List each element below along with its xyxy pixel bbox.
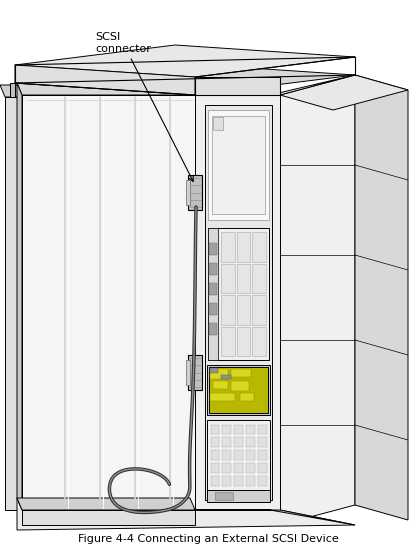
Polygon shape [240,393,254,401]
Polygon shape [207,365,270,415]
Polygon shape [234,450,243,460]
Polygon shape [222,476,231,486]
Polygon shape [205,105,272,500]
Polygon shape [207,420,270,490]
Polygon shape [234,424,243,434]
Polygon shape [210,463,219,473]
Polygon shape [17,498,355,530]
Polygon shape [221,326,235,356]
Polygon shape [234,437,243,447]
Polygon shape [258,450,267,460]
Polygon shape [208,110,269,220]
Polygon shape [17,83,22,510]
Polygon shape [210,368,218,373]
Polygon shape [234,476,243,486]
Polygon shape [258,463,267,473]
Polygon shape [209,367,268,413]
Polygon shape [0,85,22,97]
Polygon shape [188,175,202,210]
Polygon shape [195,75,355,95]
Polygon shape [15,65,195,95]
Polygon shape [188,355,202,390]
Polygon shape [22,95,195,510]
Polygon shape [253,326,266,356]
Polygon shape [237,263,250,293]
Polygon shape [210,424,219,434]
Polygon shape [221,375,231,379]
Polygon shape [246,463,255,473]
Polygon shape [246,424,255,434]
Polygon shape [210,476,219,486]
Polygon shape [237,326,250,356]
Polygon shape [222,437,231,447]
Polygon shape [22,510,195,525]
Polygon shape [231,369,251,377]
Polygon shape [15,45,355,77]
Polygon shape [17,498,195,510]
Polygon shape [209,323,217,335]
Polygon shape [253,232,266,262]
Polygon shape [222,424,231,434]
Polygon shape [253,295,266,325]
Polygon shape [208,228,269,360]
Polygon shape [258,476,267,486]
Polygon shape [221,232,235,262]
Polygon shape [212,116,265,214]
Polygon shape [221,295,235,325]
Polygon shape [222,463,231,473]
Polygon shape [355,75,408,520]
Text: Figure 4-4 Connecting an External SCSI Device: Figure 4-4 Connecting an External SCSI D… [78,534,338,544]
Polygon shape [280,75,408,110]
Polygon shape [210,450,219,460]
Polygon shape [209,283,217,295]
Polygon shape [258,437,267,447]
Polygon shape [207,490,270,502]
Polygon shape [5,97,22,510]
Polygon shape [208,228,218,360]
Polygon shape [213,381,228,389]
Polygon shape [234,463,243,473]
Polygon shape [17,83,195,95]
Polygon shape [210,437,219,447]
Polygon shape [15,63,355,95]
Polygon shape [253,263,266,293]
Polygon shape [209,243,217,255]
Polygon shape [186,360,190,385]
Polygon shape [210,393,235,401]
Polygon shape [258,424,267,434]
Polygon shape [237,295,250,325]
Polygon shape [215,492,233,500]
Polygon shape [237,232,250,262]
Polygon shape [210,369,228,379]
Polygon shape [221,263,235,293]
Text: SCSI
connector: SCSI connector [95,32,193,182]
Polygon shape [222,450,231,460]
Polygon shape [280,75,355,525]
Polygon shape [231,381,249,391]
Polygon shape [209,303,217,315]
Polygon shape [209,263,217,275]
Polygon shape [195,510,355,525]
Polygon shape [186,180,190,205]
Polygon shape [246,450,255,460]
Polygon shape [10,83,15,97]
Polygon shape [213,117,223,130]
Polygon shape [246,476,255,486]
Polygon shape [246,437,255,447]
Polygon shape [195,95,280,510]
Polygon shape [195,77,280,95]
